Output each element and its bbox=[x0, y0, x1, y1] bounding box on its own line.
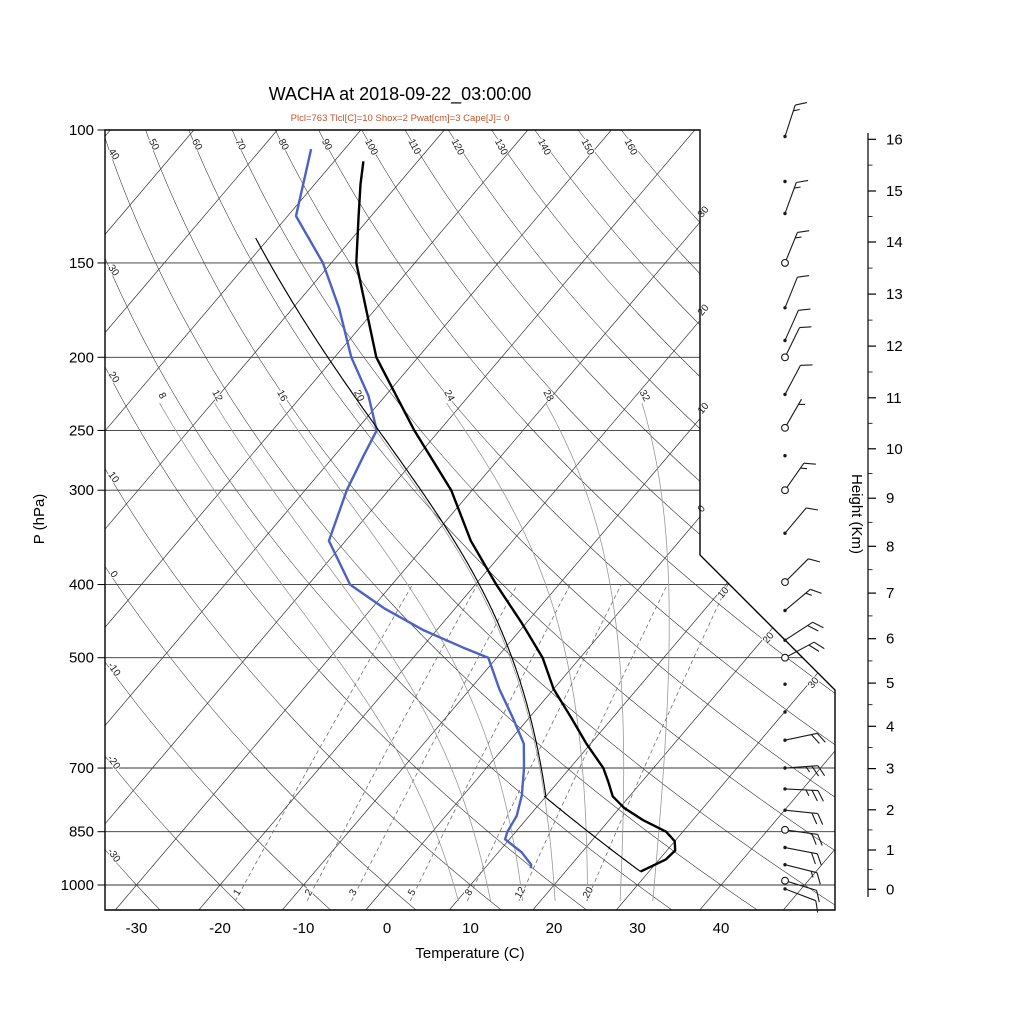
svg-text:70: 70 bbox=[232, 137, 247, 152]
svg-text:20: 20 bbox=[581, 885, 596, 901]
svg-text:5: 5 bbox=[886, 675, 894, 692]
svg-text:-30: -30 bbox=[126, 920, 148, 937]
svg-text:100: 100 bbox=[362, 137, 380, 157]
svg-text:2: 2 bbox=[886, 802, 894, 819]
svg-text:3: 3 bbox=[886, 761, 894, 778]
svg-text:10: 10 bbox=[696, 401, 712, 417]
svg-text:8: 8 bbox=[886, 538, 894, 555]
svg-text:-30: -30 bbox=[105, 846, 123, 865]
pressure-axis-label: P (hPa) bbox=[31, 494, 48, 545]
svg-text:300: 300 bbox=[69, 482, 94, 499]
svg-text:40: 40 bbox=[713, 920, 730, 937]
svg-text:160: 160 bbox=[622, 137, 640, 157]
height-axis-label: Height (Km) bbox=[848, 474, 865, 554]
svg-text:0: 0 bbox=[107, 569, 119, 580]
wind-barb-column bbox=[781, 102, 826, 913]
svg-text:10: 10 bbox=[886, 441, 903, 458]
svg-text:4: 4 bbox=[886, 718, 894, 735]
svg-text:2: 2 bbox=[303, 887, 316, 898]
parcel-curve bbox=[255, 237, 641, 873]
svg-text:8: 8 bbox=[156, 391, 169, 401]
temperature-curve bbox=[355, 161, 677, 873]
svg-text:16: 16 bbox=[886, 131, 903, 148]
svg-text:9: 9 bbox=[886, 490, 894, 507]
svg-text:50: 50 bbox=[146, 137, 161, 152]
svg-text:0: 0 bbox=[886, 881, 894, 898]
svg-text:28: 28 bbox=[540, 388, 555, 403]
svg-text:20: 20 bbox=[696, 302, 712, 318]
svg-text:5: 5 bbox=[406, 887, 419, 898]
svg-text:40: 40 bbox=[106, 147, 122, 163]
svg-text:850: 850 bbox=[69, 824, 94, 841]
svg-text:13: 13 bbox=[886, 286, 903, 303]
svg-text:30: 30 bbox=[806, 675, 822, 691]
svg-text:400: 400 bbox=[69, 577, 94, 594]
svg-text:15: 15 bbox=[886, 183, 903, 200]
svg-text:-10: -10 bbox=[293, 920, 315, 937]
chart-title: WACHA at 2018-09-22_03:00:00 bbox=[268, 84, 532, 104]
svg-text:200: 200 bbox=[69, 349, 94, 366]
dewpoint-curve bbox=[294, 148, 533, 869]
svg-text:20: 20 bbox=[761, 630, 777, 646]
svg-text:10: 10 bbox=[105, 470, 121, 486]
svg-text:100: 100 bbox=[69, 122, 94, 139]
svg-text:10: 10 bbox=[462, 920, 479, 937]
svg-text:30: 30 bbox=[696, 204, 712, 220]
svg-text:20: 20 bbox=[546, 920, 563, 937]
svg-text:250: 250 bbox=[69, 422, 94, 439]
svg-text:10: 10 bbox=[716, 585, 732, 601]
svg-text:1: 1 bbox=[886, 842, 894, 859]
plot-border bbox=[104, 129, 836, 911]
svg-text:90: 90 bbox=[319, 137, 334, 152]
svg-text:1000: 1000 bbox=[61, 877, 94, 894]
svg-text:6: 6 bbox=[886, 631, 894, 648]
svg-text:3: 3 bbox=[347, 887, 360, 898]
svg-text:-20: -20 bbox=[209, 920, 231, 937]
svg-text:7: 7 bbox=[886, 585, 894, 602]
svg-text:32: 32 bbox=[637, 388, 652, 403]
svg-text:500: 500 bbox=[69, 650, 94, 667]
svg-text:60: 60 bbox=[189, 137, 204, 152]
chart-subtitle: Plcl=763 Tlcl[C]=10 Shox=2 Pwat[cm]=3 Ca… bbox=[290, 113, 510, 124]
svg-text:14: 14 bbox=[886, 234, 903, 251]
sounding-curves bbox=[255, 148, 677, 873]
svg-text:12: 12 bbox=[513, 885, 528, 901]
svg-text:150: 150 bbox=[69, 255, 94, 272]
svg-text:120: 120 bbox=[449, 137, 467, 157]
svg-text:-20: -20 bbox=[105, 753, 123, 772]
svg-text:140: 140 bbox=[535, 137, 553, 157]
svg-text:110: 110 bbox=[405, 137, 422, 157]
svg-text:30: 30 bbox=[629, 920, 646, 937]
svg-text:-10: -10 bbox=[105, 660, 123, 679]
temperature-axis-label: Temperature (C) bbox=[415, 945, 524, 962]
svg-text:150: 150 bbox=[578, 137, 596, 157]
svg-text:16: 16 bbox=[274, 388, 289, 403]
svg-text:0: 0 bbox=[696, 503, 708, 515]
svg-text:11: 11 bbox=[886, 390, 902, 407]
svg-text:12: 12 bbox=[886, 338, 903, 355]
svg-text:80: 80 bbox=[276, 137, 291, 152]
svg-text:0: 0 bbox=[383, 920, 391, 937]
background-grid bbox=[105, 130, 835, 910]
svg-text:8: 8 bbox=[463, 887, 476, 898]
svg-text:700: 700 bbox=[69, 760, 94, 777]
